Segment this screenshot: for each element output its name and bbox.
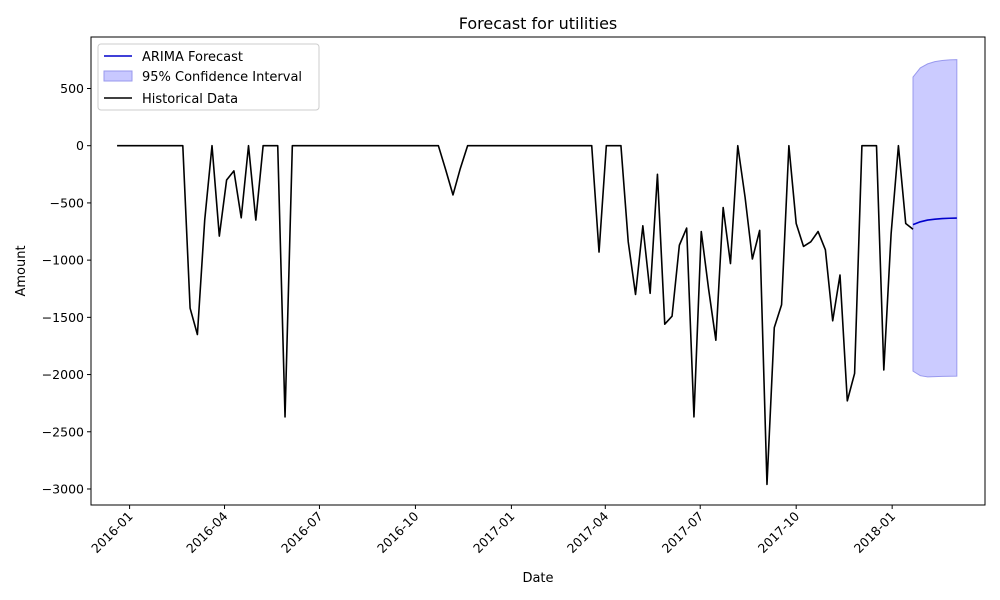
y-tick-label: −500 <box>50 195 84 210</box>
x-axis-label: Date <box>522 571 553 586</box>
y-tick-label: −3000 <box>42 481 84 496</box>
chart-title: Forecast for utilities <box>459 14 618 33</box>
y-tick-label: 0 <box>76 138 84 153</box>
y-tick-label: 500 <box>60 81 84 96</box>
legend-frame <box>97 43 320 111</box>
plot-frame <box>90 36 986 506</box>
y-tick-label: −2500 <box>42 424 84 439</box>
legend-historical-label: Historical Data <box>142 92 238 107</box>
forecast-line <box>912 217 957 226</box>
legend-forecast-label: ARIMA Forecast <box>142 50 243 65</box>
y-axis-label: Amount <box>14 245 29 296</box>
y-tick-label: −1500 <box>42 310 84 325</box>
legend-confidence-swatch <box>103 70 133 82</box>
historical-line <box>117 144 914 486</box>
legend: ARIMA Forecast 95% Confidence Interval H… <box>97 43 320 111</box>
y-tick-label: −2000 <box>42 367 84 382</box>
legend-confidence-label: 95% Confidence Interval <box>142 70 302 85</box>
confidence-interval-band <box>912 59 958 378</box>
y-tick-label: −1000 <box>42 253 84 268</box>
